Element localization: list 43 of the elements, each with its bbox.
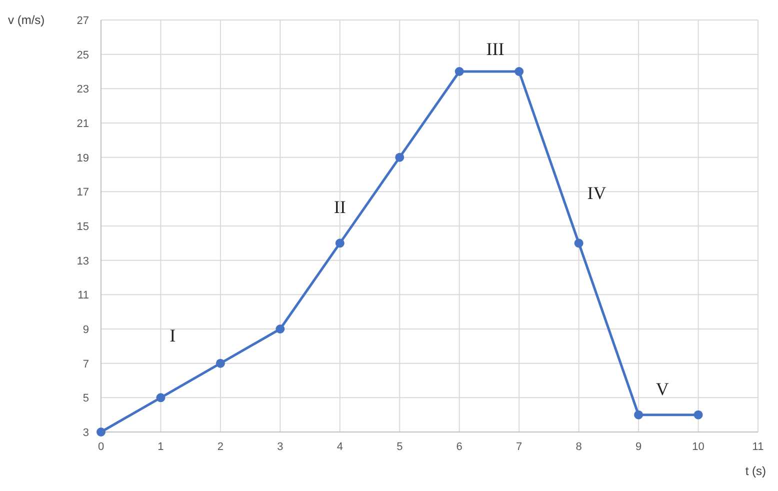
x-tick-label: 7 <box>516 441 522 453</box>
x-tick-label: 0 <box>98 441 104 453</box>
x-tick-label: 11 <box>752 441 764 453</box>
point <box>96 428 106 436</box>
point <box>216 358 225 368</box>
x-tick-label: 1 <box>158 441 164 453</box>
y-tick-label: 7 <box>82 358 89 370</box>
x-axis-title: t (s) <box>745 464 766 478</box>
point <box>276 324 285 334</box>
y-tick-label: 21 <box>76 118 89 130</box>
y-tick-label: 17 <box>76 186 89 199</box>
y-axis-title: v (m/s) <box>8 13 45 27</box>
y-tick-label: 25 <box>76 49 89 62</box>
point <box>574 238 584 248</box>
x-tick-label: 5 <box>396 441 403 453</box>
x-tick-label: 8 <box>576 441 582 453</box>
point <box>156 393 166 402</box>
x-tick-label: 4 <box>336 441 343 453</box>
annotation: I <box>170 326 176 346</box>
y-tick-label: 11 <box>78 290 89 302</box>
annotation: II <box>334 196 346 217</box>
x-tick-label: 9 <box>635 441 642 453</box>
x-tick-label: 2 <box>217 441 224 453</box>
y-tick-label: 15 <box>76 221 89 233</box>
y-tick-label: 5 <box>82 392 89 405</box>
y-tick-label: 13 <box>76 255 89 268</box>
annotation: IV <box>587 183 606 204</box>
x-tick-label: 10 <box>692 441 704 453</box>
point <box>514 67 524 76</box>
point <box>395 152 404 162</box>
point <box>335 238 344 248</box>
y-tick-label: 19 <box>76 152 89 164</box>
y-tick-label: 27 <box>76 15 89 27</box>
point <box>454 67 464 76</box>
x-tick-label: 6 <box>456 441 462 453</box>
annotation: III <box>486 39 504 60</box>
point <box>634 410 644 420</box>
x-tick-label: 3 <box>277 441 284 453</box>
y-tick-label: 23 <box>76 84 89 96</box>
annotation: V <box>656 378 669 399</box>
point <box>694 410 703 420</box>
y-tick-label: 9 <box>82 324 89 336</box>
y-tick-label: 3 <box>82 427 89 439</box>
